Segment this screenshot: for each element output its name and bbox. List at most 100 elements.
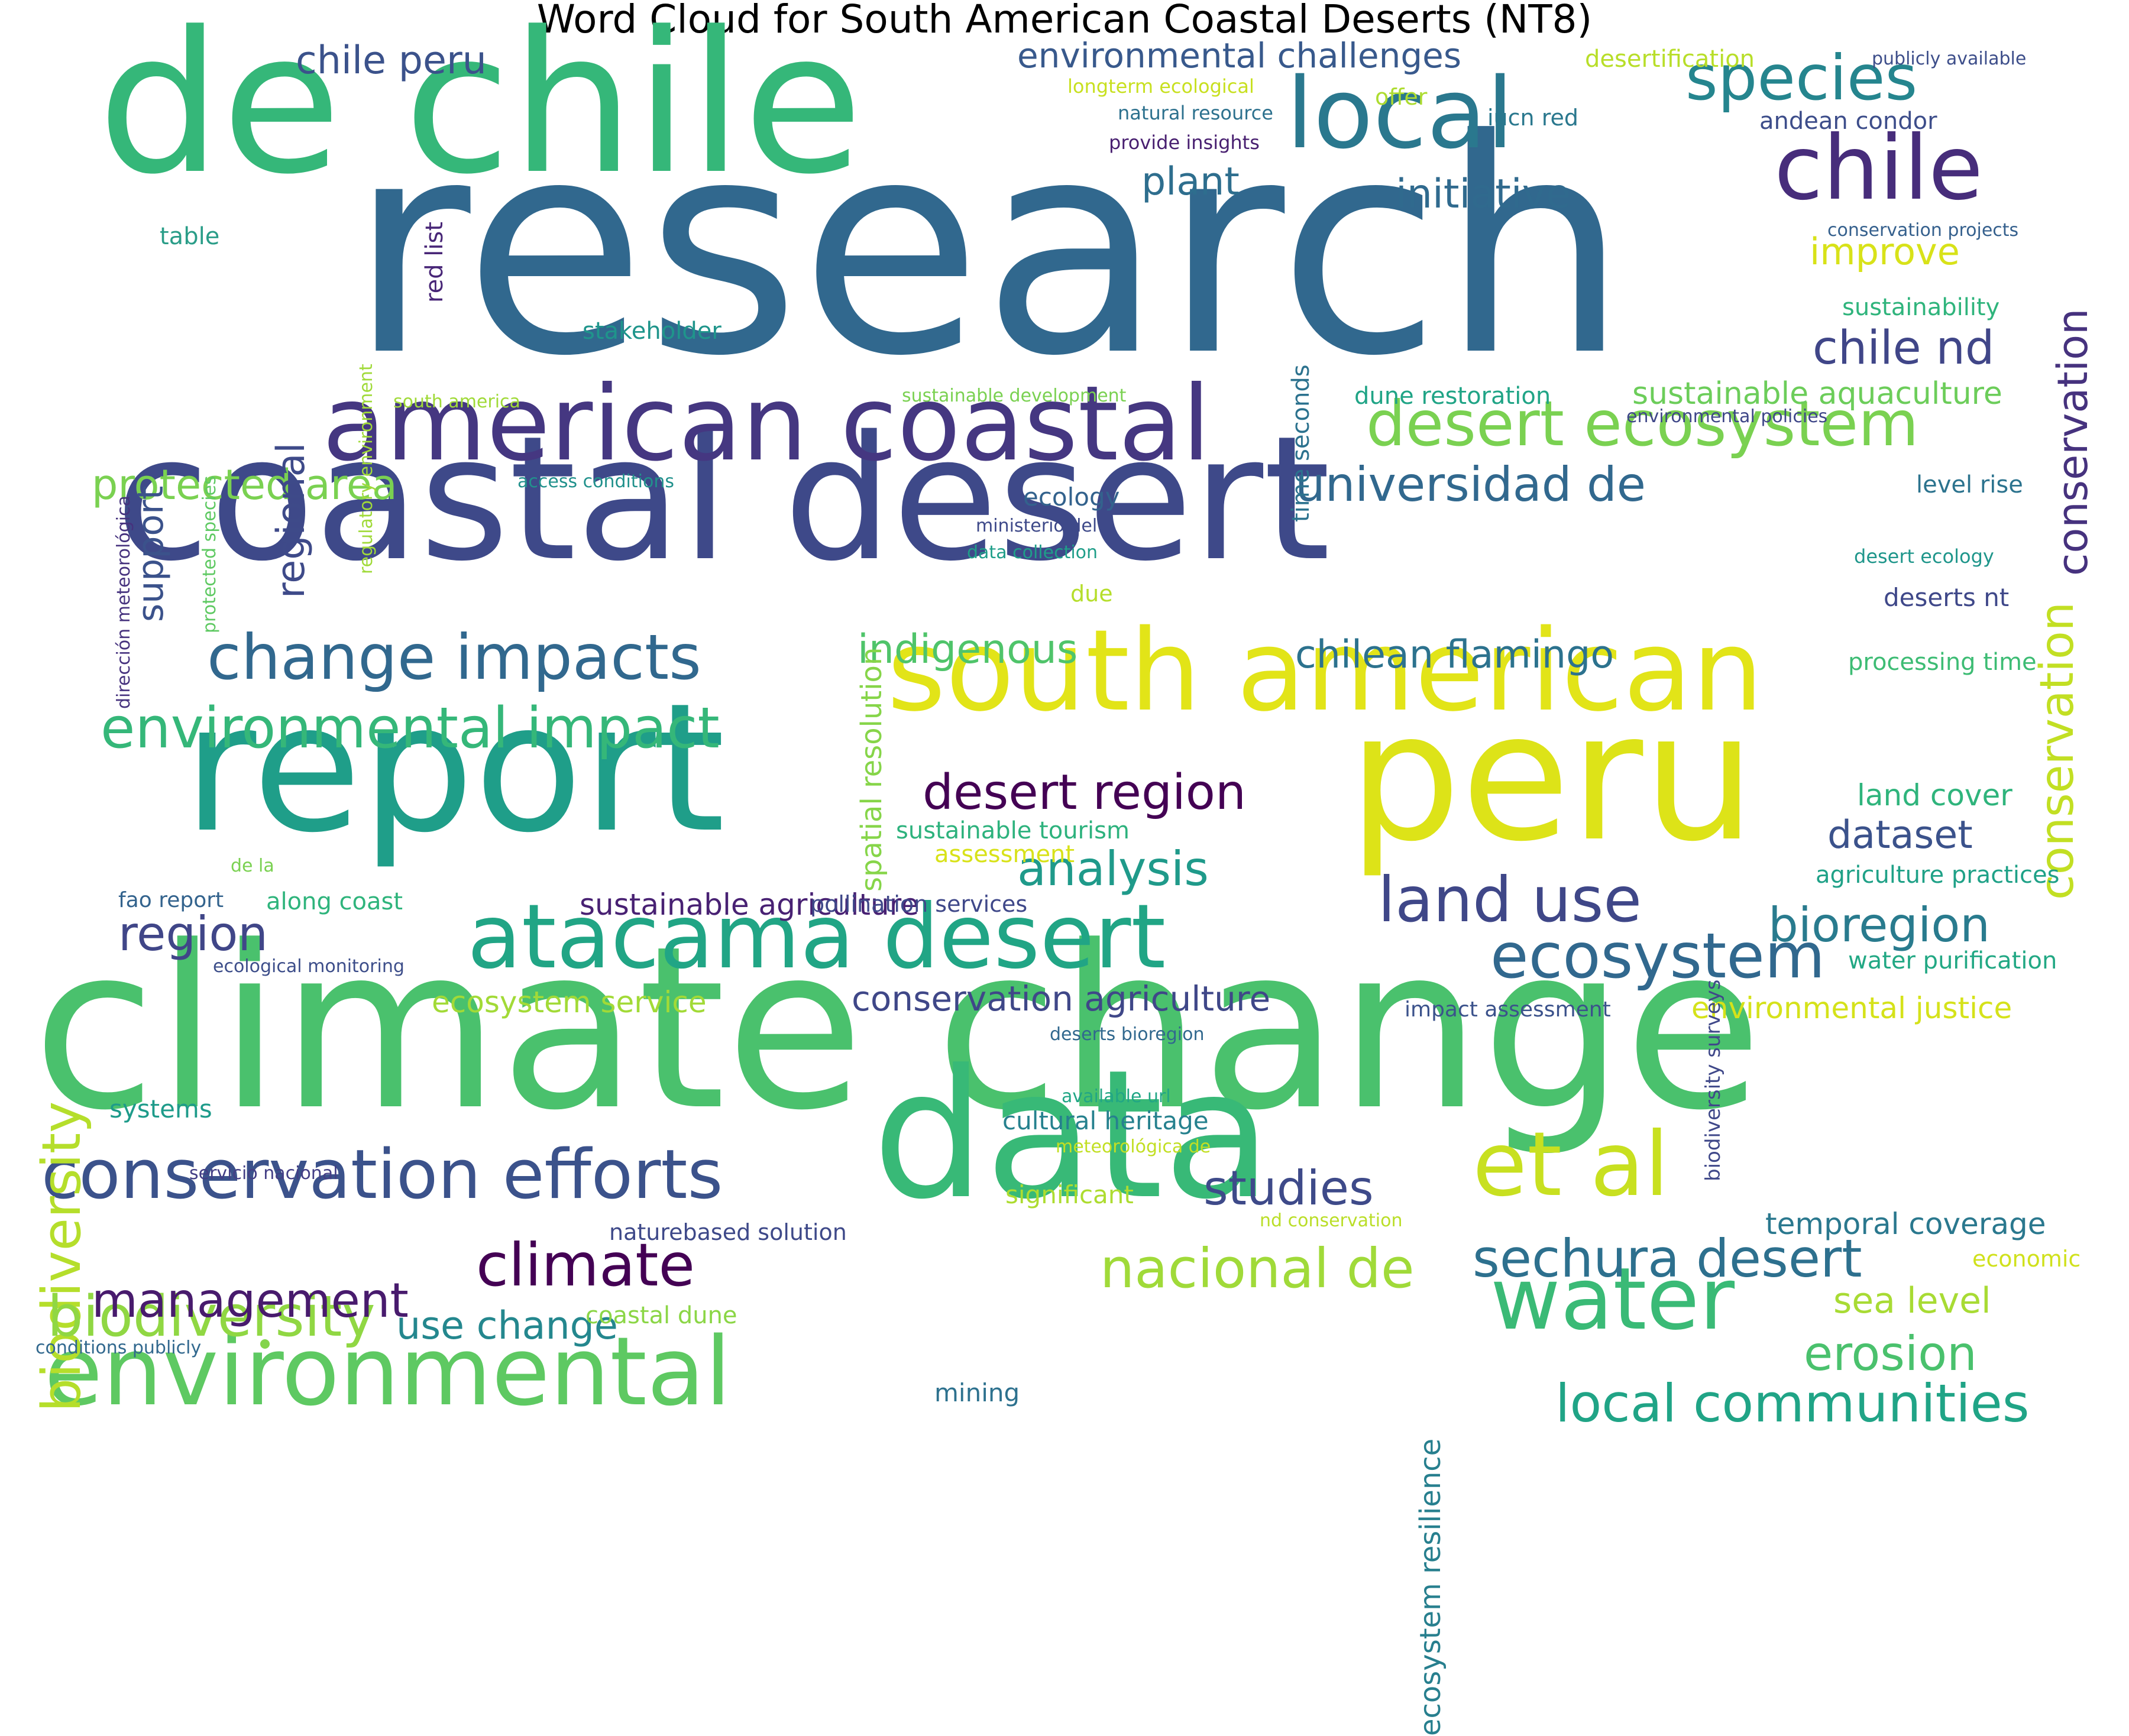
word-sustainable-agriculture: sustainable agriculture [580,888,919,922]
word-ministerio-del: ministerio del [976,516,1098,536]
word-andean-condor: andean condor [1759,108,1937,135]
word-significant: significant [1005,1180,1134,1209]
word-protected-species: protected species [199,475,220,633]
word-cultural-heritage: cultural heritage [1002,1106,1209,1135]
word-peru: peru [1348,674,1756,880]
word-meteorologica-de: meteorológica de [1056,1136,1211,1157]
word-de-chile: de chile [98,0,863,217]
word-ecosystem-service: ecosystem service [432,985,707,1019]
word-indigenous: indigenous [858,626,1078,673]
word-climate-change: climate change [33,898,1763,1160]
word-report: report [183,665,726,872]
word-sea-level: sea level [1833,1280,1991,1322]
word-sechura-desert: sechura desert [1473,1228,1862,1289]
word-systems: systems [109,1094,212,1123]
word-due: due [1070,581,1113,607]
word-impact-assessment: impact assessment [1405,997,1611,1022]
word-plant: plant [1141,160,1240,204]
word-provide-insights: provide insights [1109,131,1260,154]
word-available-url: available url [1062,1086,1171,1107]
word-biodiversity-surveys: biodiversity surveys [1701,979,1725,1181]
word-sustainability: sustainability [1842,294,2000,321]
word-land-use: land use [1378,864,1642,936]
word-servicio-nacional: servicio nacional [189,1163,338,1184]
word-dataset: dataset [1827,813,1973,857]
word-south-american: south american [887,605,1764,736]
word-regional: regional [269,442,313,598]
word-access-conditions: access conditions [517,471,674,492]
word-along-coast: along coast [266,888,403,915]
word-deserts-bioregion: deserts bioregion [1050,1024,1205,1045]
word-ecosystem: ecosystem [1490,920,1826,992]
word-economic: economic [1972,1246,2081,1272]
word-data-collection: data collection [967,542,1098,563]
word-support: support [130,485,172,622]
chart-title: Word Cloud for South American Coastal De… [536,0,1593,42]
word-water-purification: water purification [1848,947,2057,974]
word-stakeholder: stakeholder [583,318,721,345]
word-publicly-available: publicly available [1872,48,2027,69]
word-spatial-resolution: spatial resolution [855,647,888,892]
word-initiative: initiative [1396,171,1571,218]
word-water: water [1490,1249,1735,1349]
word-processing-time: processing time [1848,649,2037,676]
word-table: table [160,223,220,250]
word-longterm-ecological: longterm ecological [1067,75,1254,98]
word-research: research [349,76,1629,420]
word-biodiversity: biodiversity [31,1101,93,1412]
word-ecology: ecology [1023,482,1120,511]
word-data: data [872,1032,1272,1238]
word-environmental: environmental [44,1316,732,1427]
word-conservation-projects: conservation projects [1827,220,2019,241]
word-species: species [1685,42,1918,114]
word-region: region [118,906,268,961]
word-agriculture-practices: agriculture practices [1816,861,2060,889]
word-desertification: desertification [1585,46,1755,73]
word-bioregion: bioregion [1768,898,1990,953]
word-level-rise: level rise [1916,471,2023,498]
word-time-seconds: time seconds [1287,364,1315,522]
word-environmental-policies: environmental policies [1626,406,1828,427]
word-chile-peru: chile peru [296,38,487,83]
word-temporal-coverage: temporal coverage [1765,1207,2046,1241]
word-south-america: south america [393,391,520,412]
word-environmental-justice: environmental justice [1691,991,2012,1025]
word-et-al: et al [1473,1113,1669,1216]
word-nd-conservation: nd conservation [1260,1210,1403,1231]
word-assessment: assessment [934,841,1075,868]
word-erosion: erosion [1804,1326,1977,1381]
word-environmental-impact: environmental impact [101,696,720,761]
word-universidad-de: universidad de [1295,457,1646,512]
word-regulatory-environment: regulatory environment [356,364,377,574]
word-local-communities: local communities [1555,1373,2030,1434]
word-environmental-challenges: environmental challenges [1017,35,1462,76]
word-red-list: red list [421,221,448,303]
word-ecosystem-resilience: ecosystem resilience [1414,1438,1447,1736]
word-desert-region: desert region [923,765,1246,821]
word-chilean-flamingo: chilean flamingo [1295,633,1614,677]
word-sustainable-aquaculture: sustainable aquaculture [1632,376,2002,412]
word-improve: improve [1810,230,1960,273]
word-de-la: de la [231,856,274,876]
word-mining: mining [934,1378,1020,1407]
word-conditions-publicly: conditions publicly [35,1337,202,1358]
word-use-change: use change [396,1304,618,1348]
word-deserts-nt: deserts nt [1884,583,2010,612]
word-protected-area: protected area [92,461,397,509]
word-american-coastal: american coastal [322,364,1211,484]
word-cloud: research de chile climate change coastal de… [31,0,2097,1736]
word-conservation-efforts: conservation efforts [41,1135,723,1214]
word-naturebased-solution: naturebased solution [609,1219,847,1245]
word-iucn-red: iucn red [1487,105,1578,131]
word-conservation-agriculture: conservation agriculture [852,979,1271,1019]
word-studies: studies [1203,1161,1374,1216]
word-desert-ecosystem: desert ecosystem [1366,388,1919,460]
word-climate: climate [476,1230,695,1300]
word-conservation: conservation [2049,308,2097,576]
word-natural-resource: natural resource [1118,102,1273,124]
word-desert-ecology: desert ecology [1854,545,1994,568]
word-sustainable-tourism: sustainable tourism [896,817,1130,844]
word-change-impacts: change impacts [207,621,701,694]
word-coastal-dune: coastal dune [585,1302,737,1329]
word-coastal-desert: coastal desert [115,400,1331,599]
